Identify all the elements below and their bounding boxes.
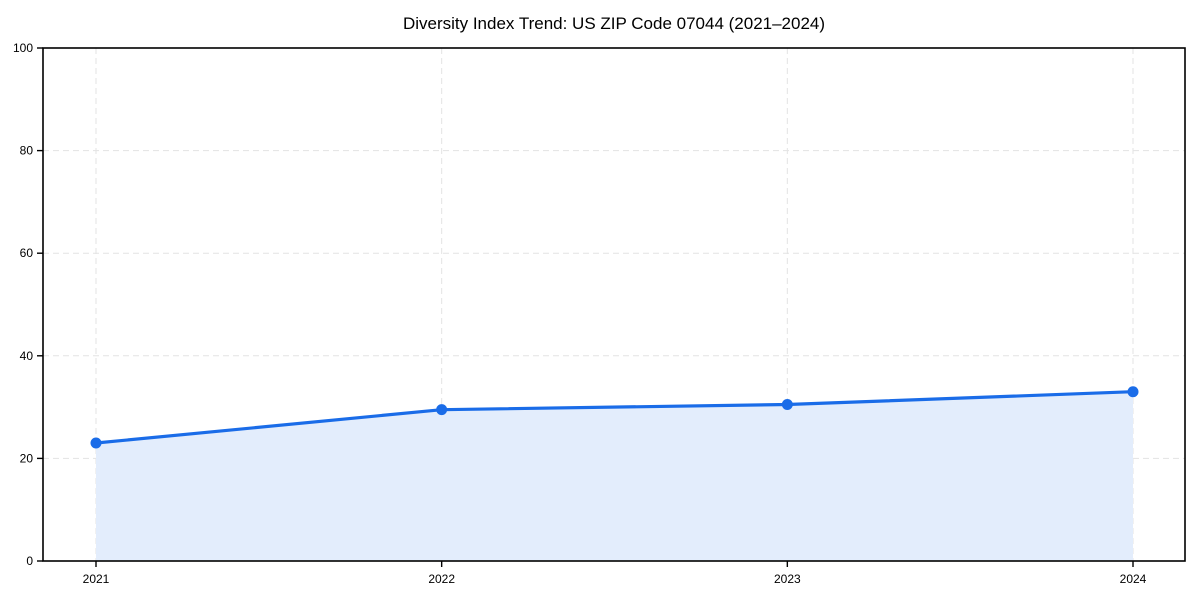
chart-title: Diversity Index Trend: US ZIP Code 07044…: [403, 14, 825, 33]
trend-line: [94, 390, 1135, 445]
y-tick-label: 100: [13, 41, 33, 55]
y-tick-label: 0: [26, 554, 33, 568]
data-point-2024: [1127, 386, 1139, 398]
data-point-2022: [436, 404, 448, 416]
data-point-2021: [90, 437, 102, 449]
data-point-2023: [781, 399, 793, 411]
plot-border: [42, 47, 1186, 562]
y-tick-label: 80: [20, 144, 34, 158]
x-tick-label: 2024: [1120, 572, 1147, 586]
x-tick-label: 2021: [83, 572, 110, 586]
x-tick-label: 2023: [774, 572, 801, 586]
area-fill: [96, 391, 1133, 561]
plot-area: 0 20 40 60 80 100 2021 2022 2023 2024: [13, 41, 1186, 586]
y-tick-label: 40: [20, 349, 34, 363]
x-tick-label: 2022: [428, 572, 455, 586]
y-tick-label: 60: [20, 246, 34, 260]
y-tick-label: 20: [20, 451, 34, 465]
